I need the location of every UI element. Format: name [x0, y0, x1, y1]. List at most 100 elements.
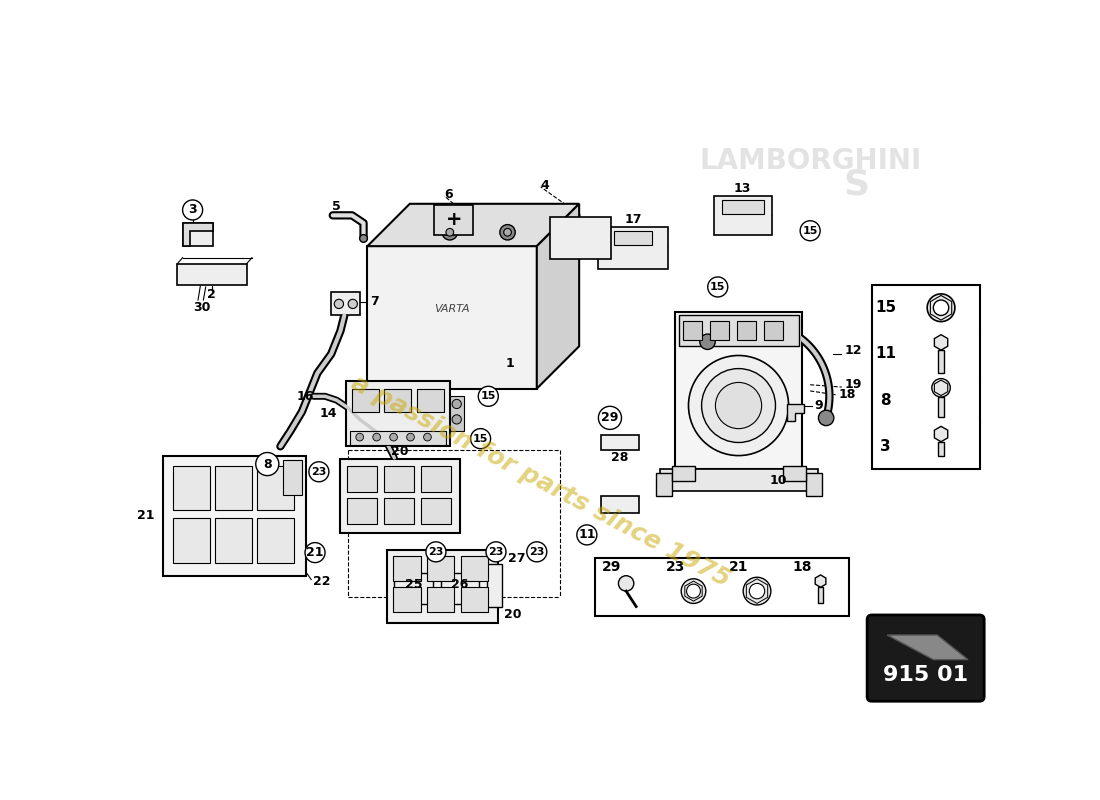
- Text: 8: 8: [880, 393, 891, 408]
- Text: 21: 21: [306, 546, 323, 559]
- Circle shape: [618, 576, 634, 591]
- Text: LAMBORGHINI: LAMBORGHINI: [698, 147, 922, 175]
- Bar: [486, 564, 502, 606]
- Bar: [711, 321, 729, 340]
- Bar: [214, 466, 252, 510]
- Circle shape: [927, 294, 955, 322]
- Text: 12: 12: [845, 344, 862, 357]
- Bar: [331, 292, 361, 315]
- Bar: [938, 442, 944, 455]
- Polygon shape: [183, 223, 213, 246]
- Bar: [440, 574, 480, 604]
- Text: 17: 17: [625, 213, 641, 226]
- Bar: [601, 496, 639, 514]
- Text: 15: 15: [481, 391, 496, 402]
- Circle shape: [255, 453, 279, 476]
- Circle shape: [471, 429, 491, 449]
- Text: 18: 18: [838, 388, 856, 402]
- Text: S: S: [844, 167, 869, 202]
- Polygon shape: [887, 635, 968, 660]
- Bar: [675, 312, 802, 470]
- Text: 30: 30: [194, 302, 210, 314]
- Circle shape: [424, 434, 431, 441]
- Text: 21: 21: [729, 560, 749, 574]
- Polygon shape: [367, 246, 537, 389]
- Circle shape: [486, 542, 506, 562]
- Circle shape: [334, 299, 343, 309]
- Text: 1: 1: [506, 357, 514, 370]
- Bar: [341, 459, 460, 533]
- Text: 13: 13: [734, 182, 751, 195]
- Text: 23: 23: [428, 547, 443, 557]
- Bar: [177, 264, 246, 286]
- Bar: [614, 230, 652, 245]
- Text: 6: 6: [444, 188, 452, 201]
- Circle shape: [426, 542, 446, 562]
- Text: 8: 8: [263, 458, 272, 470]
- Bar: [417, 389, 443, 412]
- Polygon shape: [367, 204, 580, 246]
- Bar: [737, 321, 757, 340]
- Circle shape: [576, 525, 597, 545]
- Text: 15: 15: [473, 434, 488, 444]
- Text: 7: 7: [370, 295, 378, 308]
- Circle shape: [407, 434, 415, 441]
- Text: 16: 16: [296, 390, 314, 403]
- Bar: [173, 518, 209, 562]
- Text: 15: 15: [711, 282, 725, 292]
- Text: 28: 28: [612, 451, 628, 464]
- Circle shape: [800, 221, 821, 241]
- Text: 27: 27: [508, 551, 526, 565]
- Circle shape: [478, 386, 498, 406]
- Polygon shape: [934, 334, 948, 350]
- Bar: [257, 466, 295, 510]
- Bar: [601, 435, 639, 450]
- Circle shape: [442, 225, 458, 240]
- Circle shape: [702, 369, 776, 442]
- Bar: [671, 466, 695, 481]
- Bar: [384, 389, 411, 412]
- Circle shape: [452, 399, 461, 409]
- Bar: [660, 470, 818, 491]
- Circle shape: [504, 229, 512, 236]
- Text: 5: 5: [332, 200, 341, 213]
- Bar: [871, 285, 979, 470]
- Text: 23: 23: [311, 466, 327, 477]
- Text: VARTA: VARTA: [434, 304, 470, 314]
- Bar: [420, 498, 451, 524]
- Bar: [722, 200, 763, 214]
- Bar: [450, 396, 464, 431]
- Text: 4: 4: [540, 179, 549, 192]
- Text: 18: 18: [793, 560, 812, 574]
- Bar: [352, 389, 378, 412]
- Text: 25: 25: [405, 578, 422, 591]
- Circle shape: [305, 542, 326, 562]
- Text: 19: 19: [845, 378, 862, 391]
- Text: 3: 3: [880, 439, 891, 454]
- Polygon shape: [815, 575, 826, 587]
- Text: 3: 3: [188, 203, 197, 217]
- Bar: [346, 498, 377, 524]
- Text: 23: 23: [529, 547, 544, 557]
- Text: 14: 14: [319, 406, 337, 420]
- Circle shape: [933, 300, 949, 315]
- Bar: [384, 498, 415, 524]
- Text: 29: 29: [603, 560, 622, 574]
- Bar: [427, 557, 454, 581]
- Bar: [420, 466, 451, 492]
- Bar: [550, 217, 612, 259]
- Circle shape: [689, 355, 789, 455]
- Bar: [461, 587, 488, 612]
- Circle shape: [527, 542, 547, 562]
- Text: 915 01: 915 01: [883, 665, 968, 685]
- Text: 11: 11: [579, 529, 595, 542]
- Circle shape: [707, 277, 728, 297]
- Text: 23: 23: [488, 547, 504, 557]
- Text: 20: 20: [390, 446, 408, 458]
- Circle shape: [309, 462, 329, 482]
- Bar: [427, 587, 454, 612]
- Bar: [387, 550, 498, 623]
- Circle shape: [360, 234, 367, 242]
- Circle shape: [818, 410, 834, 426]
- Circle shape: [715, 382, 761, 429]
